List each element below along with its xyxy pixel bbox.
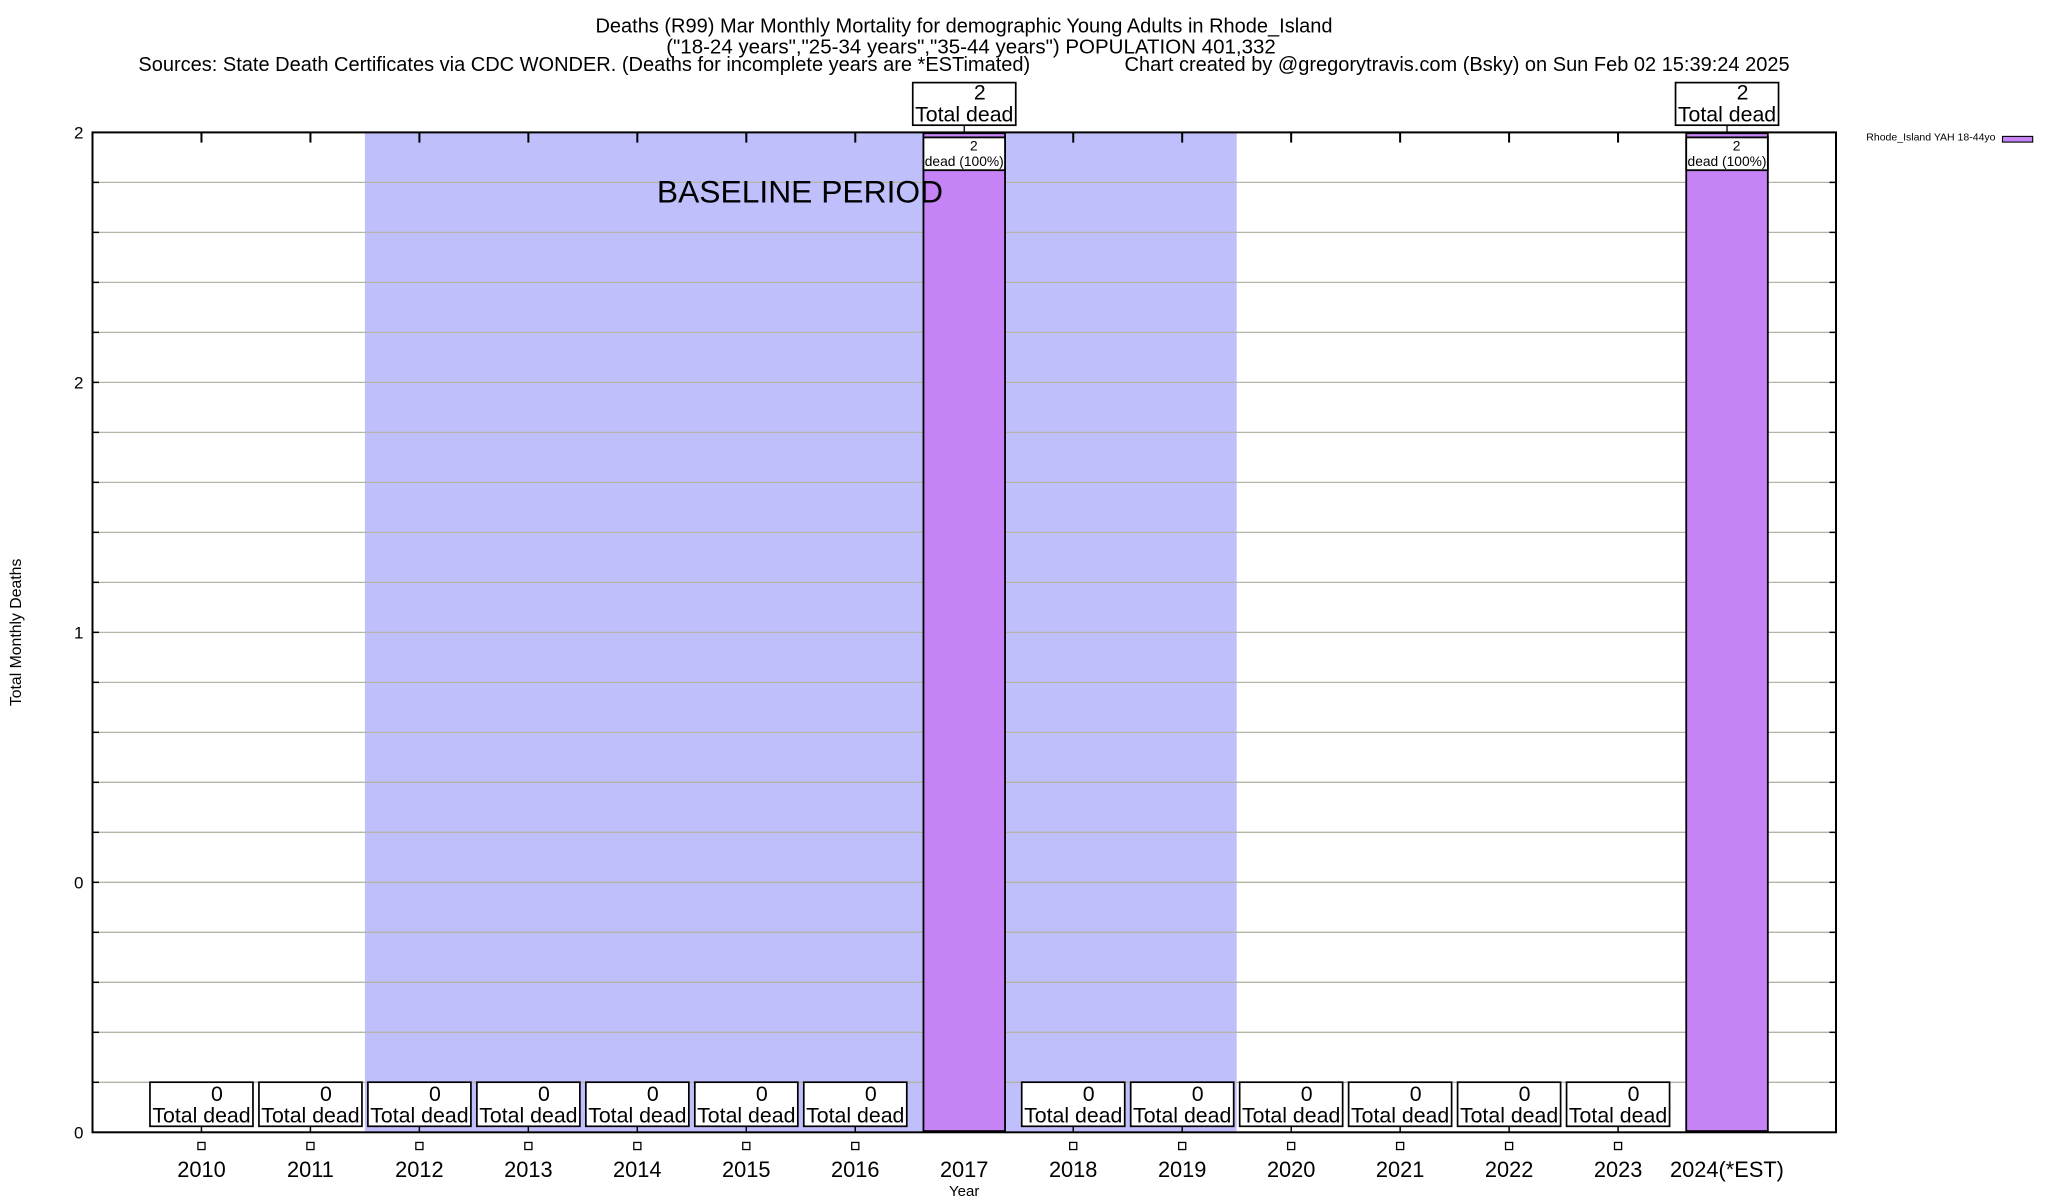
svg-text:BASELINE PERIOD: BASELINE PERIOD [657, 173, 943, 209]
svg-text:0: 0 [1628, 1082, 1640, 1106]
svg-text:0: 0 [1519, 1082, 1531, 1106]
svg-text:0: 0 [1410, 1082, 1422, 1106]
svg-text:("18-24 years","25-34 years",": ("18-24 years","25-34 years","35-44 year… [666, 36, 1276, 59]
svg-text:2013: 2013 [504, 1157, 553, 1182]
svg-text:dead (100%): dead (100%) [1688, 154, 1767, 169]
svg-text:2016: 2016 [831, 1157, 880, 1182]
svg-text:2: 2 [1737, 81, 1749, 105]
svg-text:0: 0 [74, 874, 83, 893]
svg-text:2015: 2015 [722, 1157, 771, 1182]
svg-text:2: 2 [1733, 138, 1741, 153]
svg-text:0: 0 [74, 1124, 83, 1143]
svg-text:2018: 2018 [1049, 1157, 1098, 1182]
svg-text:0: 0 [647, 1082, 659, 1106]
svg-text:0: 0 [211, 1082, 223, 1106]
svg-text:2011: 2011 [287, 1157, 334, 1182]
svg-text:0: 0 [756, 1082, 768, 1106]
svg-text:Year: Year [949, 1183, 979, 1200]
svg-text:dead (100%): dead (100%) [925, 154, 1004, 169]
svg-text:2014: 2014 [613, 1157, 662, 1182]
svg-text:1: 1 [74, 624, 83, 643]
svg-text:2024(*EST): 2024(*EST) [1670, 1157, 1784, 1182]
svg-text:0: 0 [538, 1082, 550, 1106]
svg-text:0: 0 [1301, 1082, 1313, 1106]
svg-text:2022: 2022 [1485, 1157, 1534, 1182]
svg-text:Total dead: Total dead [370, 1104, 468, 1128]
svg-text:Total dead: Total dead [1678, 102, 1776, 126]
svg-text:Total dead: Total dead [806, 1104, 904, 1128]
svg-text:2: 2 [974, 81, 986, 105]
svg-text:0: 0 [865, 1082, 877, 1106]
svg-text:Sources: State Death Certifica: Sources: State Death Certificates via CD… [138, 54, 1030, 76]
svg-text:Rhode_Island YAH 18-44yo: Rhode_Island YAH 18-44yo [1866, 131, 1995, 143]
svg-text:Total dead: Total dead [152, 1104, 250, 1128]
svg-text:Total dead: Total dead [1024, 1104, 1122, 1128]
svg-text:Total dead: Total dead [1242, 1104, 1340, 1128]
svg-text:0: 0 [320, 1082, 332, 1106]
svg-text:Chart created by @gregorytravi: Chart created by @gregorytravis.com (Bsk… [1125, 54, 1790, 76]
svg-text:Total dead: Total dead [1351, 1104, 1449, 1128]
svg-text:0: 0 [1192, 1082, 1204, 1106]
svg-text:2019: 2019 [1158, 1157, 1207, 1182]
svg-text:Total dead: Total dead [588, 1104, 686, 1128]
svg-text:2017: 2017 [940, 1157, 989, 1182]
svg-text:0: 0 [429, 1082, 441, 1106]
svg-text:Total dead: Total dead [1133, 1104, 1231, 1128]
svg-text:2: 2 [970, 138, 978, 153]
svg-text:2023: 2023 [1594, 1157, 1643, 1182]
svg-text:Total dead: Total dead [261, 1104, 359, 1128]
svg-text:2021: 2021 [1376, 1157, 1425, 1182]
svg-text:2010: 2010 [177, 1157, 226, 1182]
svg-text:Total Monthly Deaths: Total Monthly Deaths [8, 559, 25, 707]
svg-text:2020: 2020 [1267, 1157, 1316, 1182]
svg-text:Total dead: Total dead [915, 102, 1013, 126]
svg-text:Total dead: Total dead [1460, 1104, 1558, 1128]
svg-text:Total dead: Total dead [479, 1104, 577, 1128]
svg-text:Total dead: Total dead [1569, 1104, 1667, 1128]
svg-text:Total dead: Total dead [697, 1104, 795, 1128]
svg-text:2: 2 [74, 124, 83, 143]
svg-text:Deaths (R99) Mar Monthly Morta: Deaths (R99) Mar Monthly Mortality for d… [595, 15, 1332, 37]
svg-text:2: 2 [74, 374, 83, 393]
svg-text:0: 0 [1083, 1082, 1095, 1106]
svg-text:2012: 2012 [395, 1157, 444, 1182]
